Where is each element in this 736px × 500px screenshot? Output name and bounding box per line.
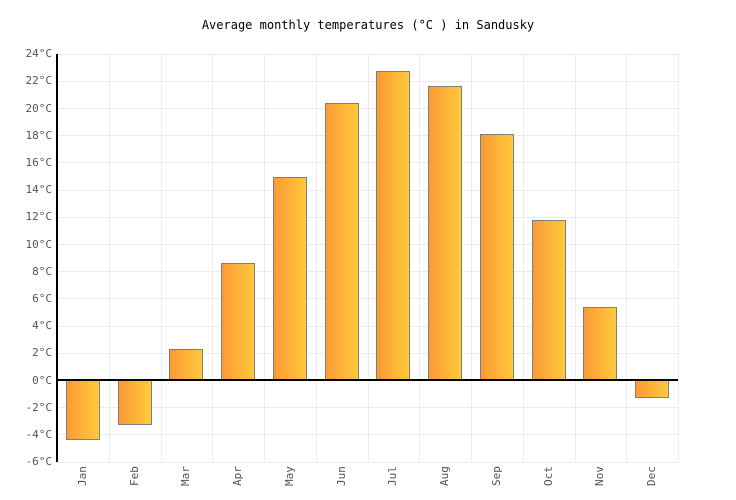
x-axis-tick-label: Apr: [231, 466, 245, 486]
gridline-vertical: [575, 54, 576, 462]
zero-baseline: [56, 379, 678, 381]
bar-jun: [324, 102, 359, 380]
y-axis-tick-label: 2°C: [32, 346, 52, 359]
gridline-horizontal: [57, 353, 678, 354]
gridline-vertical: [316, 54, 317, 462]
bar-feb: [117, 380, 152, 425]
bar-may: [272, 177, 307, 380]
gridline-horizontal: [57, 298, 678, 299]
y-axis-tick-label: 14°C: [25, 183, 53, 196]
x-axis-tick-label: Aug: [438, 466, 452, 486]
bar-nov: [583, 306, 618, 380]
y-axis-line: [56, 54, 58, 462]
gridline-horizontal: [57, 135, 678, 136]
y-axis-tick-label: 22°C: [25, 74, 53, 87]
gridline-horizontal: [57, 462, 678, 463]
bar-apr: [221, 263, 256, 380]
y-axis-tick-label: -6°C: [25, 455, 53, 468]
bar-jul: [376, 71, 411, 380]
y-axis-tick-label: -4°C: [25, 428, 53, 441]
bar-oct: [531, 219, 566, 380]
gridline-vertical: [678, 54, 679, 462]
y-axis-tick-label: 10°C: [25, 238, 53, 251]
gridline-horizontal: [57, 190, 678, 191]
x-axis-tick-label: Jun: [334, 466, 348, 486]
gridline-vertical: [471, 54, 472, 462]
bar-mar: [169, 348, 204, 380]
x-axis-tick-label: Feb: [127, 466, 141, 486]
y-axis-tick-label: 12°C: [25, 210, 53, 223]
x-axis-tick-label: Oct: [541, 466, 555, 486]
x-axis-tick-label: Sep: [489, 466, 503, 486]
gridline-horizontal: [57, 81, 678, 82]
gridline-horizontal: [57, 244, 678, 245]
gridline-horizontal: [57, 407, 678, 408]
y-axis-tick-label: 18°C: [25, 129, 53, 142]
gridline-vertical: [626, 54, 627, 462]
gridline-vertical: [109, 54, 110, 462]
chart-title: Average monthly temperatures (°C ) in Sa…: [201, 18, 535, 32]
y-axis-tick-label: 4°C: [32, 319, 52, 332]
x-axis-tick-label: May: [282, 466, 296, 486]
bar-dec: [635, 380, 670, 398]
gridline-vertical: [161, 54, 162, 462]
y-axis-tick-label: 8°C: [32, 265, 52, 278]
x-axis-tick-label: Mar: [179, 466, 193, 486]
x-axis-tick-label: Jul: [386, 466, 400, 486]
y-axis-tick-label: 0°C: [32, 374, 52, 387]
gridline-horizontal: [57, 326, 678, 327]
bar-sep: [479, 133, 514, 380]
gridline-horizontal: [57, 217, 678, 218]
y-axis-tick-label: 20°C: [25, 102, 53, 115]
bar-aug: [428, 86, 463, 380]
gridline-horizontal: [57, 162, 678, 163]
x-axis-tick-label: Jan: [75, 466, 89, 486]
gridline-vertical: [523, 54, 524, 462]
y-axis-tick-label: 6°C: [32, 292, 52, 305]
gridline-horizontal: [57, 108, 678, 109]
gridline-horizontal: [57, 434, 678, 435]
bar-jan: [65, 380, 100, 440]
y-axis-tick-label: -2°C: [25, 401, 53, 414]
gridline-vertical: [368, 54, 369, 462]
x-axis-tick-label: Nov: [593, 466, 607, 486]
gridline-horizontal: [57, 271, 678, 272]
gridline-vertical: [419, 54, 420, 462]
y-axis-tick-label: 24°C: [25, 47, 53, 60]
gridline-vertical: [264, 54, 265, 462]
x-axis-tick-label: Dec: [645, 466, 659, 486]
gridline-horizontal: [57, 54, 678, 55]
gridline-vertical: [212, 54, 213, 462]
y-axis-tick-label: 16°C: [25, 156, 53, 169]
